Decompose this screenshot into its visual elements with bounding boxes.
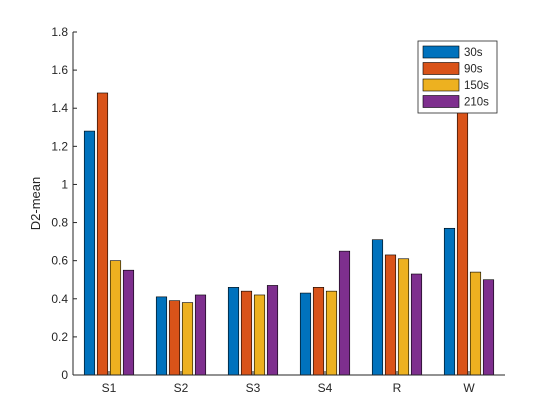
legend: 30s 90s 150s 210s: [417, 40, 498, 114]
y-tick-label: 1.8: [51, 25, 68, 39]
bar-90s-W: [456, 98, 469, 376]
legend-label: 90s: [464, 64, 483, 76]
x-tick-label: S3: [246, 381, 261, 395]
bar-210s-W: [482, 279, 495, 376]
bar-210s-R: [410, 273, 423, 376]
bar-30s-R: [371, 239, 384, 376]
y-tick-label: 1.2: [51, 139, 68, 153]
bar-30s-S1: [83, 130, 96, 376]
x-tick-label: S4: [318, 381, 333, 395]
legend-label: 210s: [464, 97, 489, 109]
bar-90s-S3: [240, 290, 253, 376]
bar-150s-S1: [109, 260, 122, 376]
legend-swatch-150s: [422, 78, 460, 92]
bar-210s-S4: [338, 250, 351, 376]
x-tick-label: S2: [174, 381, 189, 395]
x-tick-label: W: [463, 381, 475, 395]
y-tick-label: 1: [61, 177, 68, 191]
y-tick-label: 0: [61, 368, 68, 382]
bar-90s-S2: [168, 300, 181, 376]
bar-90s-S4: [312, 287, 325, 376]
x-tick-label: S1: [102, 381, 117, 395]
y-tick-label: 0.4: [51, 292, 68, 306]
y-tick-label: 1.4: [51, 101, 68, 115]
bar-30s-S2: [155, 296, 168, 376]
bar-90s-R: [384, 254, 397, 376]
bar-30s-S3: [227, 287, 240, 376]
bar-150s-W: [469, 271, 482, 376]
x-ticks-group: S1 S2 S3 S4 R W: [102, 371, 475, 395]
legend-label: 30s: [464, 47, 483, 59]
bar-150s-S4: [325, 290, 338, 376]
legend-swatch-210s: [422, 95, 460, 108]
axes-group: [72, 32, 505, 376]
y-ticks-group: 0 0.2 0.4 0.6 0.8 1 1.2 1.4 1.6 1.8: [51, 25, 77, 382]
y-tick-label: 0.2: [51, 330, 68, 344]
bar-150s-S3: [253, 294, 266, 376]
x-tick-label: R: [393, 381, 402, 395]
bar-150s-S2: [181, 302, 194, 376]
y-tick-label: 1.6: [51, 63, 68, 77]
legend-label: 150s: [464, 80, 489, 92]
legend-swatch-90s: [422, 62, 460, 75]
bar-210s-S2: [194, 294, 207, 376]
bar-30s-S4: [299, 292, 312, 376]
y-axis-label: D2-mean: [28, 177, 43, 230]
y-tick-label: 0.6: [51, 254, 68, 268]
bar-90s-S1: [96, 92, 109, 376]
bar-150s-R: [397, 258, 410, 376]
legend-swatch-30s: [422, 45, 460, 59]
bar-210s-S3: [266, 285, 279, 376]
bar-30s-W: [443, 227, 456, 376]
bar-210s-S1: [122, 269, 135, 376]
y-tick-label: 0.8: [51, 216, 68, 230]
